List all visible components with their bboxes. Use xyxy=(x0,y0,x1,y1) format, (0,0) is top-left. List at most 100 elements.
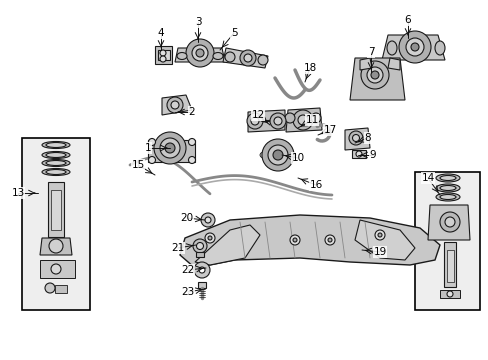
Bar xyxy=(48,182,64,237)
Polygon shape xyxy=(180,215,439,268)
Polygon shape xyxy=(162,95,192,115)
Ellipse shape xyxy=(446,291,452,297)
Ellipse shape xyxy=(46,153,66,158)
Ellipse shape xyxy=(160,138,180,158)
Ellipse shape xyxy=(188,139,195,145)
Ellipse shape xyxy=(366,67,382,83)
Ellipse shape xyxy=(439,185,455,190)
Polygon shape xyxy=(354,220,414,260)
Ellipse shape xyxy=(196,243,203,249)
Ellipse shape xyxy=(374,230,384,240)
Ellipse shape xyxy=(167,97,183,113)
Ellipse shape xyxy=(46,143,66,148)
Polygon shape xyxy=(427,205,469,240)
Ellipse shape xyxy=(272,150,283,160)
Ellipse shape xyxy=(267,145,287,165)
Ellipse shape xyxy=(51,264,61,274)
Text: 17: 17 xyxy=(323,125,336,135)
Ellipse shape xyxy=(45,283,55,293)
Ellipse shape xyxy=(154,132,185,164)
Text: 9: 9 xyxy=(369,150,376,160)
Polygon shape xyxy=(148,140,195,162)
Ellipse shape xyxy=(201,213,215,227)
Ellipse shape xyxy=(148,157,155,163)
Ellipse shape xyxy=(410,43,418,51)
Ellipse shape xyxy=(370,71,378,79)
Ellipse shape xyxy=(285,113,294,123)
Text: 15: 15 xyxy=(131,160,144,170)
Bar xyxy=(22,138,90,310)
Ellipse shape xyxy=(42,152,70,158)
Ellipse shape xyxy=(386,41,396,55)
Ellipse shape xyxy=(250,117,259,125)
Ellipse shape xyxy=(360,61,388,89)
Ellipse shape xyxy=(244,54,251,62)
Text: 10: 10 xyxy=(291,153,304,163)
Polygon shape xyxy=(223,48,267,68)
Polygon shape xyxy=(359,58,371,70)
Ellipse shape xyxy=(325,235,334,245)
Ellipse shape xyxy=(160,50,165,56)
Polygon shape xyxy=(349,58,404,100)
Ellipse shape xyxy=(185,39,214,67)
Ellipse shape xyxy=(435,193,459,201)
Bar xyxy=(443,242,455,287)
Ellipse shape xyxy=(193,239,206,253)
Text: 19: 19 xyxy=(373,247,386,257)
Ellipse shape xyxy=(148,139,155,145)
Ellipse shape xyxy=(42,168,70,176)
Text: 13: 13 xyxy=(11,188,24,198)
Ellipse shape xyxy=(188,157,195,163)
Polygon shape xyxy=(155,46,172,64)
Bar xyxy=(446,250,453,282)
Ellipse shape xyxy=(199,267,204,273)
Ellipse shape xyxy=(246,113,263,129)
Polygon shape xyxy=(247,110,285,132)
Text: 1: 1 xyxy=(144,143,151,153)
Polygon shape xyxy=(40,238,72,255)
Text: 11: 11 xyxy=(305,115,318,125)
Text: 14: 14 xyxy=(421,173,434,183)
Text: 5: 5 xyxy=(230,28,237,38)
Polygon shape xyxy=(195,225,260,265)
Text: 4: 4 xyxy=(157,28,164,38)
Ellipse shape xyxy=(196,49,203,57)
Polygon shape xyxy=(175,48,224,62)
Polygon shape xyxy=(387,58,399,70)
Ellipse shape xyxy=(435,174,459,182)
Ellipse shape xyxy=(171,101,179,109)
Polygon shape xyxy=(381,35,444,60)
Ellipse shape xyxy=(439,176,455,180)
Ellipse shape xyxy=(49,239,63,253)
Ellipse shape xyxy=(213,53,223,59)
Ellipse shape xyxy=(207,236,212,240)
Ellipse shape xyxy=(297,115,307,125)
Polygon shape xyxy=(345,128,369,150)
Ellipse shape xyxy=(439,194,455,199)
Ellipse shape xyxy=(204,233,215,243)
Ellipse shape xyxy=(310,113,320,123)
Ellipse shape xyxy=(164,143,175,153)
Ellipse shape xyxy=(46,161,66,166)
Polygon shape xyxy=(285,108,321,132)
Ellipse shape xyxy=(434,41,444,55)
Ellipse shape xyxy=(240,50,256,66)
Polygon shape xyxy=(158,50,170,60)
Ellipse shape xyxy=(292,238,296,242)
Ellipse shape xyxy=(42,141,70,149)
Ellipse shape xyxy=(439,212,459,232)
Ellipse shape xyxy=(46,170,66,175)
Text: 8: 8 xyxy=(364,133,370,143)
Text: 21: 21 xyxy=(171,243,184,253)
Ellipse shape xyxy=(273,117,282,125)
Ellipse shape xyxy=(160,56,165,62)
Ellipse shape xyxy=(224,52,235,62)
Bar xyxy=(198,282,205,288)
Text: 22: 22 xyxy=(181,265,194,275)
Ellipse shape xyxy=(405,38,423,56)
Ellipse shape xyxy=(192,45,207,61)
Bar xyxy=(439,290,459,298)
Text: 7: 7 xyxy=(367,47,373,57)
Bar xyxy=(51,190,61,230)
Ellipse shape xyxy=(355,151,361,157)
